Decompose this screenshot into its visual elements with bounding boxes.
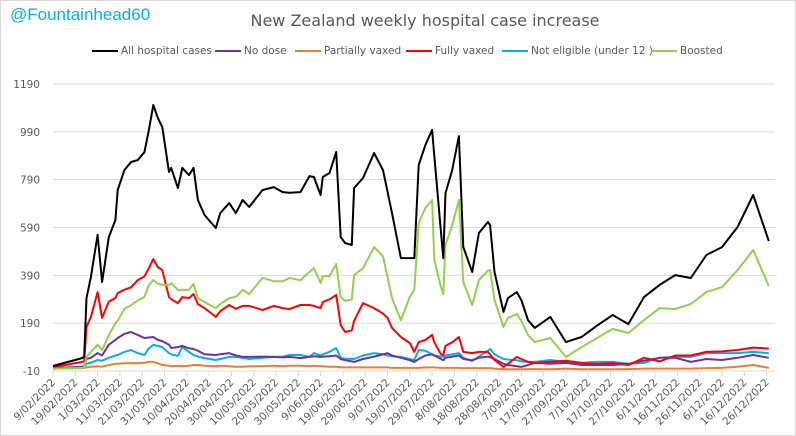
legend-swatch [502,49,528,53]
series-line-all-hospital-cases [52,104,770,367]
legend-label: Partially vaxed [324,45,402,57]
y-tick-label: 390 [20,270,40,282]
series-line-no-dose [52,331,769,370]
legend-swatch [92,49,118,53]
y-tick-label: 590 [20,223,40,235]
legend-label: Boosted [680,45,723,57]
legend-swatch [406,49,432,53]
legend-item: All hospital cases [92,45,212,57]
y-tick-label: 190 [20,318,40,330]
watermark-handle: @Fountainhead60 [10,5,151,24]
legend-item: Not eligible (under 12 ) [502,45,653,57]
y-tick-label: -10 [23,366,40,378]
legend-label: Fully vaxed [435,45,495,57]
legend-swatch [215,49,241,53]
chart-title: New Zealand weekly hospital case increas… [250,11,600,30]
legend-label: All hospital cases [121,45,212,57]
series-line-boosted [52,199,770,370]
legend-swatch [295,49,321,53]
legend-label: No dose [244,45,287,57]
legend-item: Boosted [651,45,723,57]
series-line-fully-vaxed [52,258,769,369]
legend-label: Not eligible (under 12 ) [531,45,653,57]
legend-item: Partially vaxed [295,45,401,57]
y-tick-label: 990 [20,127,40,139]
legend-item: No dose [215,45,287,57]
series-line-partially-vaxed [52,360,769,371]
legend-swatch [651,49,677,53]
legend: All hospital cases No dose Partially vaxed… [0,45,796,61]
y-tick-label: 1190 [13,79,40,91]
legend-item: Fully vaxed [406,45,494,57]
y-tick-label: 790 [20,175,40,187]
